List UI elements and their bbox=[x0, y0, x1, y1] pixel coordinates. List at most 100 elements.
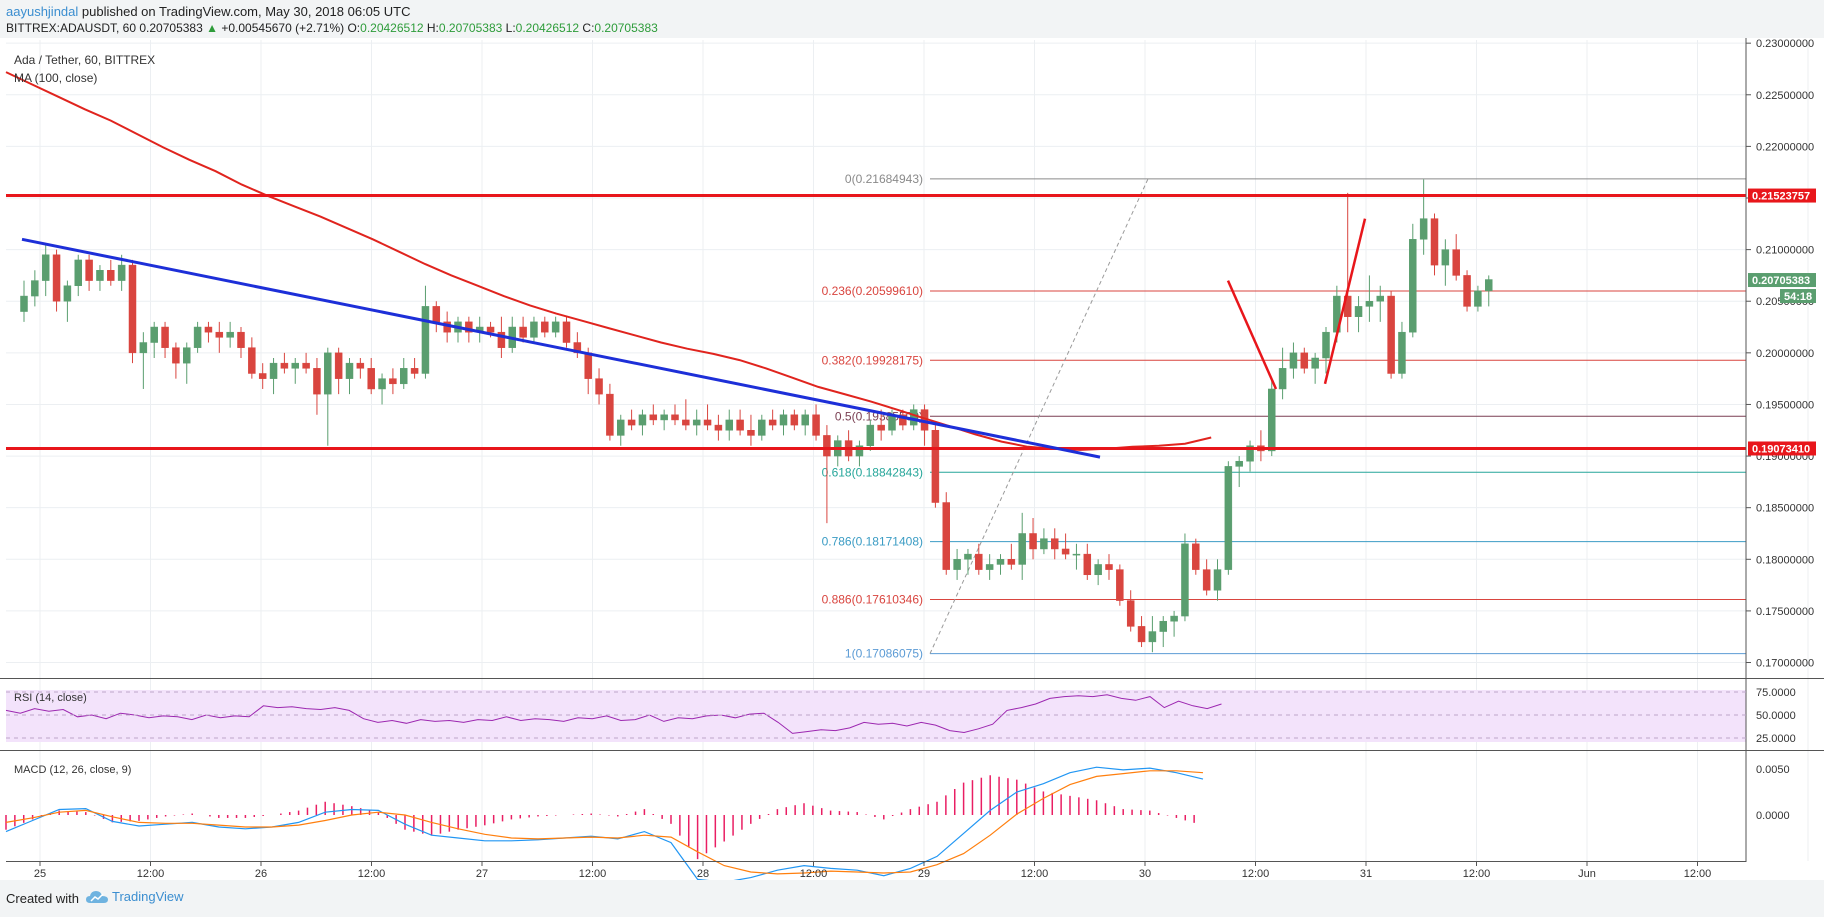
candles bbox=[20, 179, 1493, 653]
candle-body bbox=[736, 419, 744, 431]
current-price-tag-bg bbox=[1748, 273, 1816, 288]
close-value: 0.20705383 bbox=[594, 21, 658, 35]
macd-tick-label: 0.0000 bbox=[1756, 810, 1790, 822]
candle-body bbox=[1072, 553, 1081, 556]
candle-body bbox=[1018, 533, 1026, 565]
candle-body bbox=[1376, 295, 1384, 302]
candle-body bbox=[291, 362, 299, 369]
candle-body bbox=[302, 362, 310, 369]
time-tick-label: 29 bbox=[918, 868, 930, 880]
candle-body bbox=[74, 259, 82, 286]
fib-level-label: 0.786(0.18171408) bbox=[822, 535, 923, 549]
candle-body bbox=[1007, 559, 1016, 565]
rsi-tick-label: 75.0000 bbox=[1756, 687, 1796, 699]
candle-body bbox=[96, 270, 104, 281]
time-tick-label: 12:00 bbox=[1021, 868, 1049, 880]
candle-body bbox=[1029, 533, 1037, 550]
candle-body bbox=[1192, 543, 1200, 570]
candle-body bbox=[324, 352, 332, 395]
candle-body bbox=[1148, 631, 1157, 643]
current-price-tag: 0.20705383 bbox=[1752, 275, 1810, 287]
candle-body bbox=[1485, 279, 1493, 292]
macd-legend: MACD (12, 26, close, 9) bbox=[14, 764, 131, 776]
resistance-price-tag: 0.21523757 bbox=[1752, 191, 1810, 203]
candle-body bbox=[725, 419, 733, 431]
change-value: +0.00545670 (+2.71%) bbox=[221, 21, 345, 35]
price-axis[interactable]: 0.230000000.225000000.220000000.21500000… bbox=[1746, 38, 1814, 670]
price-tick-label: 0.20000000 bbox=[1756, 348, 1814, 360]
candle-body bbox=[41, 254, 50, 281]
ma-legend: MA (100, close) bbox=[14, 71, 97, 85]
time-tick-label: 12:00 bbox=[137, 868, 165, 880]
last-price: 0.20705383 bbox=[139, 21, 203, 35]
candle-body bbox=[1289, 352, 1298, 369]
candle-body bbox=[985, 564, 994, 570]
candle-body bbox=[486, 326, 495, 333]
candle-body bbox=[128, 264, 137, 354]
candle-body bbox=[1181, 543, 1189, 617]
tradingview-brand[interactable]: TradingView bbox=[86, 889, 184, 904]
candle-body bbox=[660, 414, 668, 421]
price-tick-label: 0.17500000 bbox=[1756, 606, 1814, 618]
candle-body bbox=[1246, 445, 1254, 462]
time-tick-label: 12:00 bbox=[1242, 868, 1270, 880]
candle-body bbox=[1278, 368, 1287, 390]
candle-body bbox=[313, 368, 321, 395]
price-tick-label: 0.22500000 bbox=[1756, 90, 1814, 102]
candle-body bbox=[1213, 569, 1222, 591]
candle-body bbox=[1311, 357, 1319, 369]
chart-area[interactable]: 0(0.21684943) 0.236(0.20599610) 0.382(0.19… bbox=[0, 38, 1824, 880]
candle-body bbox=[1474, 290, 1482, 307]
candle-body bbox=[714, 424, 723, 431]
fib-level-label: 0.618(0.18842843) bbox=[822, 465, 923, 479]
candle-body bbox=[150, 326, 158, 343]
candle-body bbox=[975, 553, 983, 570]
candle-body bbox=[345, 362, 354, 379]
fib-level-label: 1(0.17086075) bbox=[845, 647, 923, 661]
time-tick-label: 12:00 bbox=[1684, 868, 1712, 880]
candle-body bbox=[1354, 306, 1363, 317]
time-tick-label: 26 bbox=[255, 868, 267, 880]
high-label: H: bbox=[426, 21, 439, 35]
candle-body bbox=[682, 419, 690, 426]
price-tick-label: 0.17000000 bbox=[1756, 658, 1814, 670]
candle-body bbox=[378, 378, 386, 390]
candle-body bbox=[400, 368, 408, 385]
candle-body bbox=[421, 306, 430, 374]
candle-body bbox=[432, 306, 441, 323]
candle-body bbox=[465, 321, 473, 333]
candle-body bbox=[85, 259, 93, 281]
fib-retracement: 0(0.21684943) 0.236(0.20599610) 0.382(0.19… bbox=[822, 172, 1746, 661]
price-tick-label: 0.23000000 bbox=[1756, 38, 1814, 50]
candle-body bbox=[551, 321, 560, 333]
candle-body bbox=[1441, 249, 1450, 266]
candle-body bbox=[1137, 626, 1146, 643]
symbol-label: BITTREX:ADAUSDT, 60 bbox=[6, 21, 137, 35]
time-axis[interactable]: 25 12:00 26 12:00 27 12:00 28 12:00 29 12:00 30 12:… bbox=[34, 862, 1711, 880]
open-label: O: bbox=[347, 21, 361, 35]
ticker-line: BITTREX:ADAUSDT, 60 0.20705383 ▲ +0.0054… bbox=[6, 21, 658, 35]
low-value: 0.20426512 bbox=[515, 21, 580, 35]
candle-body bbox=[931, 430, 940, 503]
candle-body bbox=[1040, 538, 1048, 550]
candle-body bbox=[497, 331, 506, 348]
candle-body bbox=[1083, 553, 1092, 576]
time-tick-label: 30 bbox=[1139, 868, 1151, 880]
candle-body bbox=[638, 414, 647, 426]
price-tick-label: 0.18000000 bbox=[1756, 554, 1814, 566]
created-with-text: Created with bbox=[6, 891, 79, 906]
publisher-link[interactable]: aayushjindal bbox=[6, 4, 79, 19]
candle-body bbox=[996, 559, 1005, 565]
candle-body bbox=[193, 326, 202, 348]
candle-body bbox=[942, 502, 950, 570]
candle-body bbox=[1300, 352, 1309, 369]
ma100-line bbox=[5, 71, 1212, 451]
candle-body bbox=[627, 419, 636, 426]
candle-body bbox=[562, 321, 571, 343]
candle-body bbox=[964, 553, 972, 560]
candle-body bbox=[1398, 331, 1406, 374]
fib-level-label: 0.382(0.19928175) bbox=[822, 353, 923, 367]
time-tick-label: 27 bbox=[476, 868, 488, 880]
macd-tick-label: 0.0050 bbox=[1756, 764, 1790, 776]
candle-body bbox=[812, 414, 820, 436]
